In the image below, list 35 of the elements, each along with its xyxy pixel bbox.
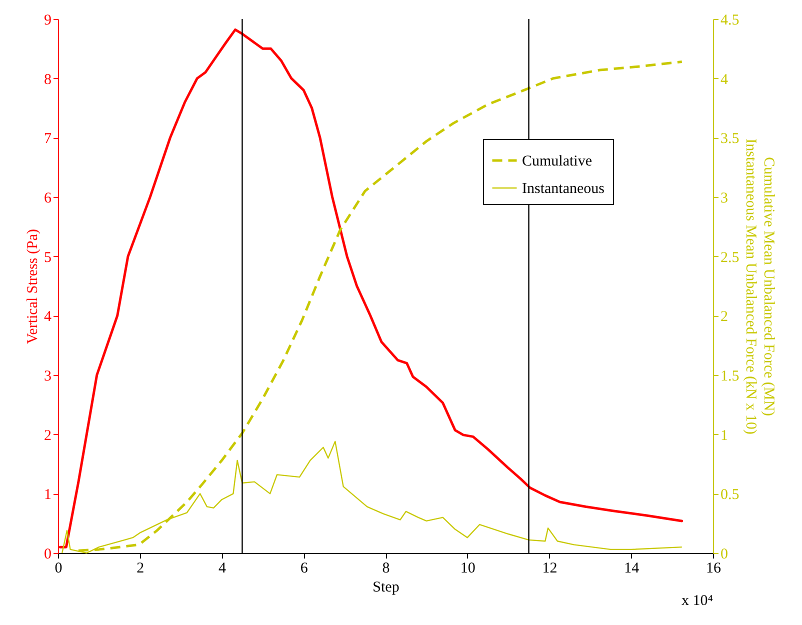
y2-tick-label: 1.5 bbox=[720, 368, 740, 384]
y2-tick-label: 0.5 bbox=[720, 487, 740, 504]
y2-tick-label: 3 bbox=[720, 190, 728, 206]
y-tick-label: 6 bbox=[44, 190, 52, 206]
x-tick-label: 4 bbox=[218, 560, 226, 576]
y-tick-label: 0 bbox=[44, 546, 52, 562]
y2-tick-label: 1 bbox=[720, 428, 728, 444]
y-tick-label: 8 bbox=[44, 72, 52, 88]
y2-tick-label: 0 bbox=[720, 546, 728, 562]
x-tick-label: 6 bbox=[300, 560, 308, 576]
x-tick-label: 2 bbox=[136, 560, 144, 576]
y-tick-label: 7 bbox=[44, 131, 52, 148]
x-tick-label: 14 bbox=[624, 560, 640, 576]
y2-tick-label: 2 bbox=[720, 309, 728, 326]
text: x 10⁴ bbox=[682, 593, 713, 609]
y-tick-label: 9 bbox=[44, 12, 52, 28]
x-tick-label: 16 bbox=[706, 560, 722, 576]
x-axis-title: Step bbox=[372, 580, 400, 596]
y-tick-label: 5 bbox=[44, 250, 52, 266]
y2-tick-label: 3.5 bbox=[720, 131, 740, 148]
y2-tick-label: 4 bbox=[720, 72, 728, 88]
legend-label: Instantaneous bbox=[522, 181, 605, 197]
y-tick-label: 1 bbox=[44, 487, 52, 504]
y2-tick-label: 4.5 bbox=[720, 12, 740, 28]
y-axis-title: Vertical Stress (Pa) bbox=[25, 229, 41, 344]
legend-label: Cumulative bbox=[522, 154, 592, 170]
x-tick-label: 12 bbox=[542, 560, 558, 576]
y2-axis-title: Cumulative Mean Unbalanced Force (MN) Instantaneous Mean Unbalanced Force (kN x 10) bbox=[742, 138, 776, 434]
y-tick-label: 3 bbox=[44, 368, 52, 384]
x-tick-label: 0 bbox=[54, 560, 62, 576]
y-tick-label: 2 bbox=[44, 428, 52, 444]
y2-tick-label: 2.5 bbox=[720, 250, 740, 266]
x-tick-label: 10 bbox=[460, 560, 476, 576]
y-tick-label: 4 bbox=[44, 309, 52, 326]
x-tick-label: 8 bbox=[382, 560, 390, 576]
